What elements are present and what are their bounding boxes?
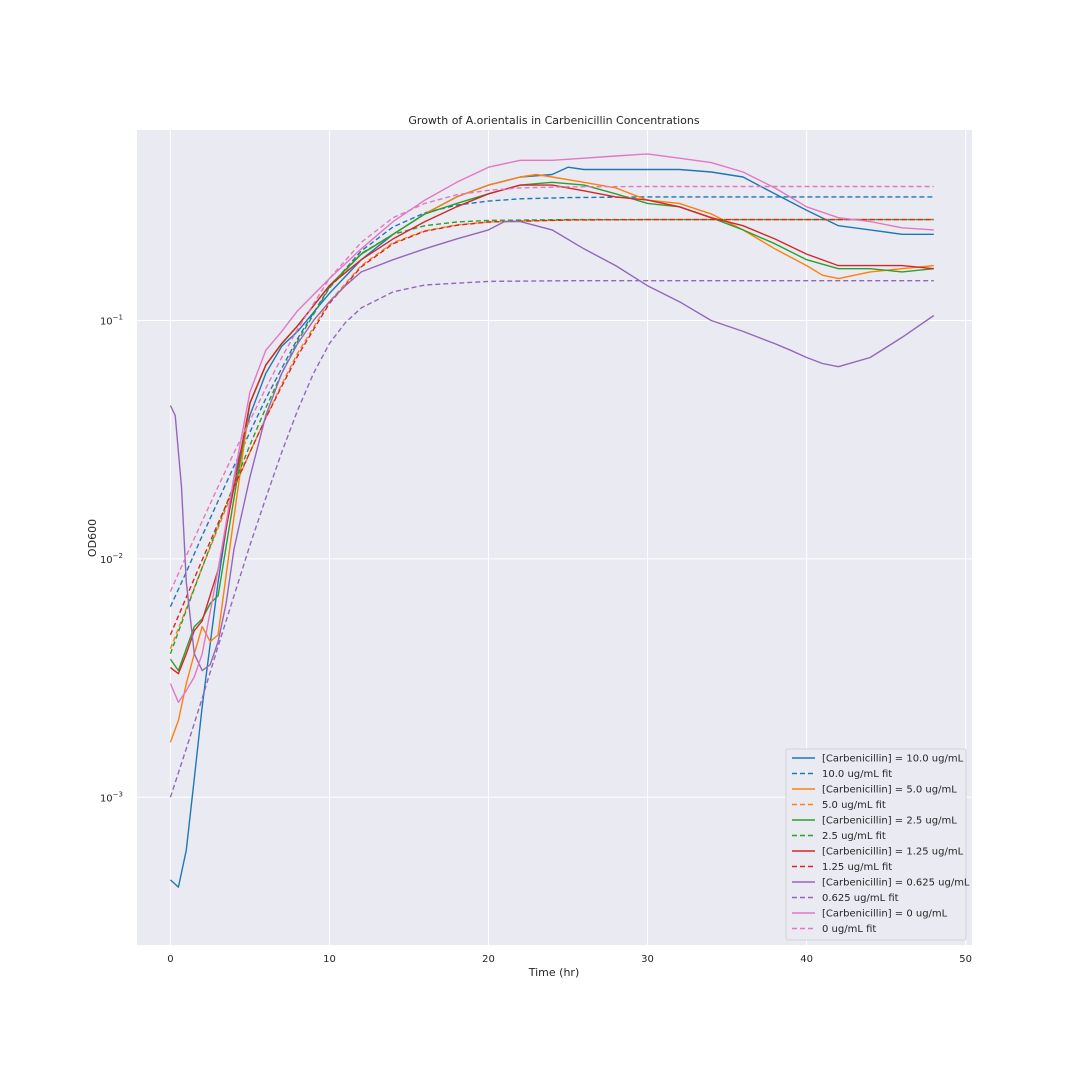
x-tick-label: 20 xyxy=(482,954,495,965)
legend-label: 1.25 ug/mL fit xyxy=(822,862,892,873)
legend-label: 0 ug/mL fit xyxy=(822,924,876,935)
legend-frame xyxy=(785,748,967,941)
fit-line-9 xyxy=(169,280,934,798)
y-tick-exponent: −1 xyxy=(113,314,123,322)
chart-title: Growth of A.orientalis in Carbenicillin … xyxy=(408,114,699,127)
legend-label: [Carbenicillin] = 10.0 ug/mL xyxy=(822,754,964,765)
x-tick-label: 0 xyxy=(167,954,173,965)
legend-label: [Carbenicillin] = 0.625 ug/mL xyxy=(822,878,970,889)
series-lines xyxy=(169,153,935,888)
data-line-10 xyxy=(169,153,934,704)
y-tick-base: 10 xyxy=(100,317,113,328)
data-line-2 xyxy=(169,173,934,743)
y-tick-base: 10 xyxy=(100,555,113,566)
legend-label: 10.0 ug/mL fit xyxy=(822,769,892,780)
y-tick-base: 10 xyxy=(100,793,113,804)
x-tick-label: 40 xyxy=(800,954,813,965)
y-tick-exponent: −2 xyxy=(113,552,123,560)
fit-line-11 xyxy=(169,185,934,592)
legend-label: [Carbenicillin] = 1.25 ug/mL xyxy=(822,847,964,858)
y-axis-label: OD600 xyxy=(86,519,99,557)
fit-line-7 xyxy=(169,218,934,636)
data-line-8 xyxy=(169,220,935,672)
y-tick-label: 10−1 xyxy=(100,314,123,328)
x-tick-label: 30 xyxy=(641,954,654,965)
x-axis-label: Time (hr) xyxy=(528,966,580,979)
legend: [Carbenicillin] = 10.0 ug/mL 10.0 ug/mL f… xyxy=(785,748,970,941)
legend-label: [Carbenicillin] = 0 ug/mL xyxy=(822,909,948,920)
y-tick-exponent: −3 xyxy=(113,790,123,798)
legend-label: [Carbenicillin] = 5.0 ug/mL xyxy=(822,785,957,796)
legend-label: [Carbenicillin] = 2.5 ug/mL xyxy=(822,816,957,827)
fit-line-1 xyxy=(169,196,934,607)
y-tick-label: 10−2 xyxy=(100,552,123,566)
legend-label: 2.5 ug/mL fit xyxy=(822,831,886,842)
y-tick-label: 10−3 xyxy=(100,790,123,804)
legend-label: 0.625 ug/mL fit xyxy=(822,893,899,904)
fit-line-3 xyxy=(169,218,934,649)
x-tick-label: 10 xyxy=(323,954,336,965)
legend-label: 5.0 ug/mL fit xyxy=(822,800,886,811)
x-tick-label: 50 xyxy=(959,954,972,965)
